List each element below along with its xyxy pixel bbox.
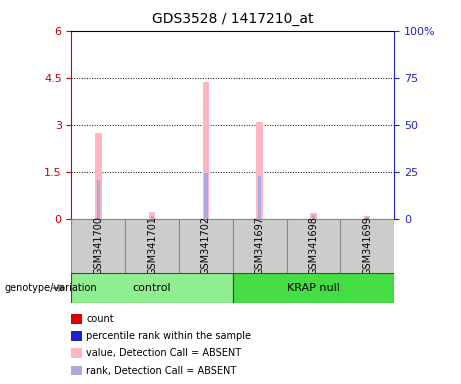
Text: GSM341700: GSM341700 xyxy=(93,216,103,275)
Text: GSM341699: GSM341699 xyxy=(362,216,372,275)
Bar xyxy=(149,212,155,219)
Bar xyxy=(204,174,207,219)
Bar xyxy=(97,180,100,219)
Bar xyxy=(95,132,101,219)
Text: KRAP null: KRAP null xyxy=(287,283,340,293)
Text: GSM341701: GSM341701 xyxy=(147,216,157,275)
Title: GDS3528 / 1417210_at: GDS3528 / 1417210_at xyxy=(152,12,313,25)
Bar xyxy=(233,273,394,303)
Bar xyxy=(258,176,261,219)
Bar xyxy=(71,219,125,273)
Text: count: count xyxy=(86,314,114,324)
Text: rank, Detection Call = ABSENT: rank, Detection Call = ABSENT xyxy=(86,366,236,376)
Bar xyxy=(125,219,179,273)
Bar xyxy=(233,219,287,273)
Bar xyxy=(364,216,371,219)
Bar xyxy=(366,217,369,219)
Bar xyxy=(340,219,394,273)
Text: GSM341697: GSM341697 xyxy=(254,216,265,275)
Text: control: control xyxy=(133,283,171,293)
Text: value, Detection Call = ABSENT: value, Detection Call = ABSENT xyxy=(86,348,241,358)
Bar xyxy=(150,216,154,219)
Bar xyxy=(179,219,233,273)
Bar xyxy=(256,122,263,219)
Bar xyxy=(203,83,209,219)
Text: GSM341702: GSM341702 xyxy=(201,216,211,275)
Bar xyxy=(312,215,315,219)
Bar xyxy=(71,273,233,303)
Text: GSM341698: GSM341698 xyxy=(308,216,319,275)
Bar xyxy=(310,213,317,219)
Text: percentile rank within the sample: percentile rank within the sample xyxy=(86,331,251,341)
Text: genotype/variation: genotype/variation xyxy=(5,283,97,293)
Bar xyxy=(287,219,340,273)
